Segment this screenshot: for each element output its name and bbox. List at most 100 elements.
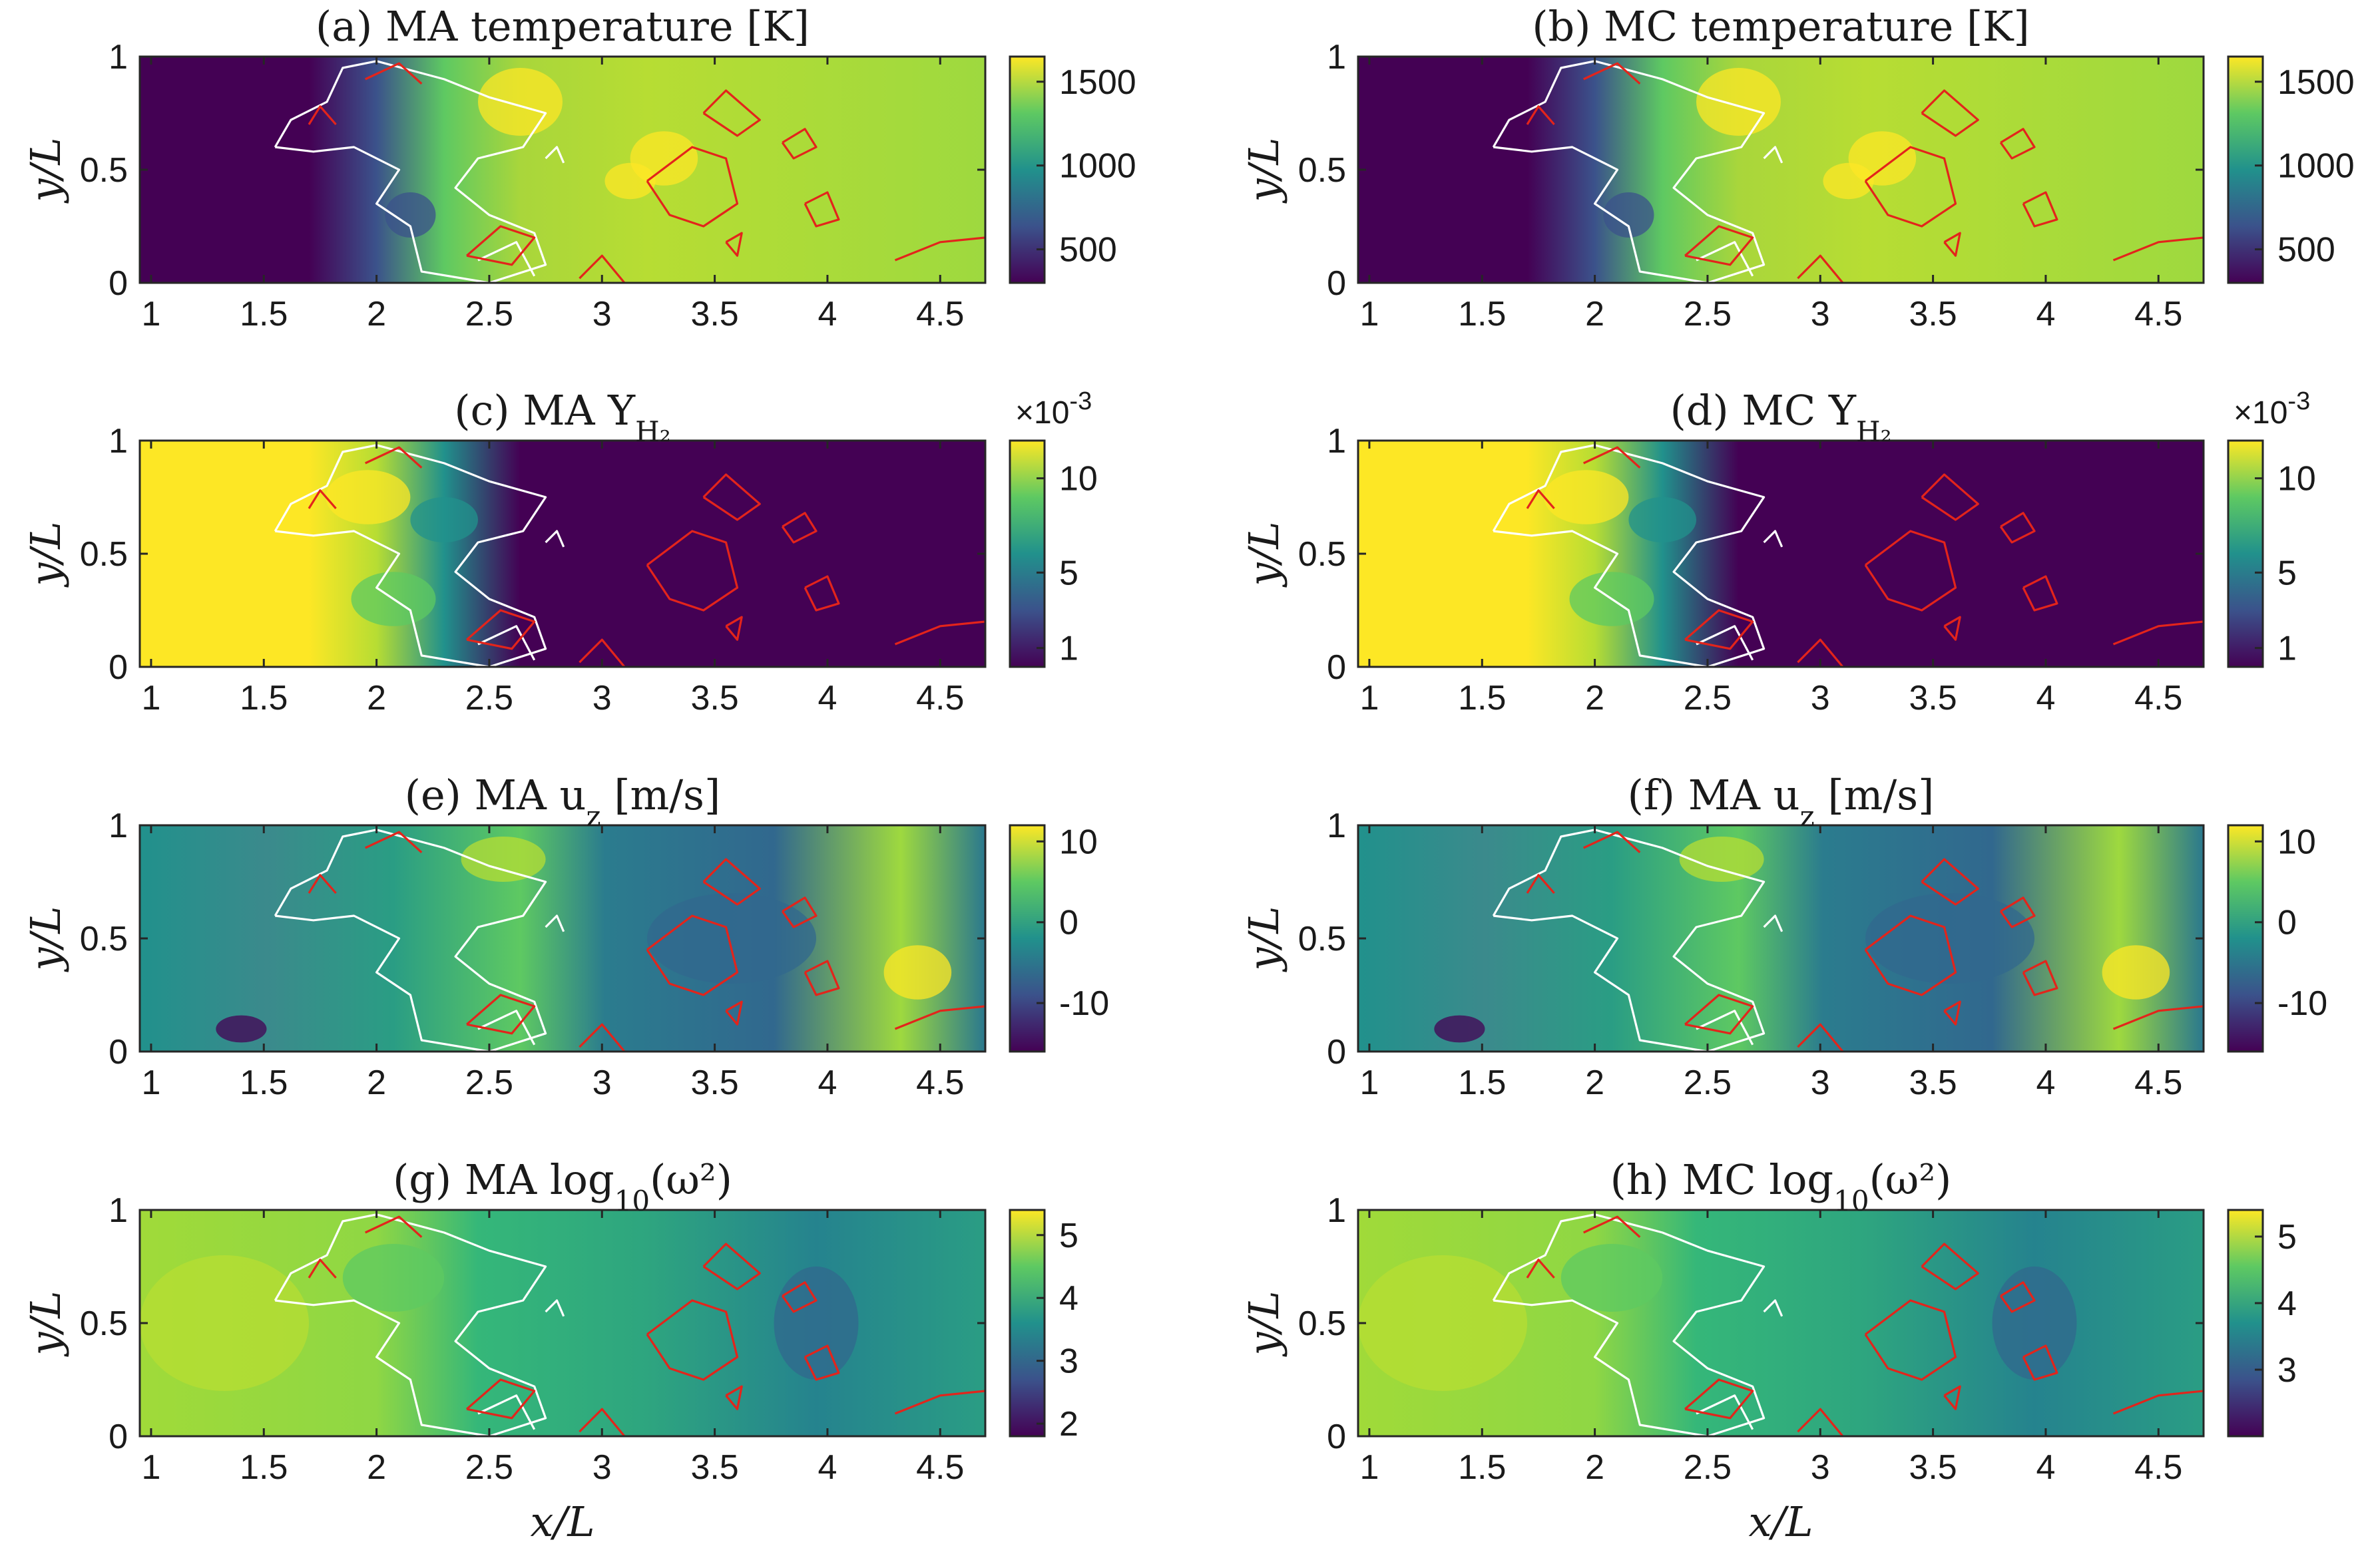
contour-red <box>1943 232 1961 257</box>
x-tick-label: 4 <box>2036 679 2055 717</box>
y-tick-label: 1 <box>109 38 128 77</box>
y-tick-label: 0.5 <box>1298 1304 1346 1343</box>
y-axis-label: y/L <box>21 906 70 972</box>
x-tick-label: 1 <box>141 679 160 717</box>
x-tick-label: 4 <box>818 295 837 333</box>
contour-red <box>781 512 818 544</box>
y-axis-label: y/L <box>21 1290 70 1357</box>
colorbar <box>2228 57 2263 283</box>
heatmap-blob <box>410 497 478 542</box>
contour-red <box>725 616 743 641</box>
panel-title: (b) MC temperature [K] <box>1532 2 2029 51</box>
contour-red <box>1864 1299 1957 1381</box>
y-tick-label: 1 <box>1327 1191 1346 1230</box>
contour-red <box>804 1344 840 1381</box>
y-tick-label: 0 <box>109 264 128 303</box>
colorbar-multiplier: ×10-3 <box>1015 387 1092 431</box>
contour-white <box>545 914 565 932</box>
contour-red <box>1943 1000 1961 1026</box>
heatmap-blob <box>1865 893 2034 984</box>
contour-red <box>2022 960 2058 996</box>
heatmap-blob <box>461 837 546 882</box>
contour-red <box>1921 1243 1979 1290</box>
heatmap-d <box>1358 441 2204 667</box>
panel-a: 1 1.5 2 2.5 3 3.5 4 4.5 0 0.5 1 y/L (a) MA temperatu… <box>21 2 1136 333</box>
heatmap-blob <box>342 1244 445 1312</box>
heatmap-field <box>1358 441 2204 667</box>
contour-red <box>466 994 536 1035</box>
panel-title: (c) MA YH₂ <box>454 386 670 448</box>
heatmap-field <box>1358 57 2204 283</box>
contour-red <box>1999 896 2036 928</box>
contour-red <box>804 960 840 996</box>
colorbar <box>2228 441 2263 667</box>
colorbar-frame <box>1009 1209 1046 1438</box>
heatmap-blob <box>1358 1255 1527 1391</box>
panel-title: (g) MA log10(ω²) <box>393 1155 732 1217</box>
contour-red <box>1526 105 1555 126</box>
y-axis-label: y/L <box>1240 137 1288 204</box>
contour-white <box>1696 1010 1754 1046</box>
contour-red <box>894 1005 985 1030</box>
contour-red <box>579 638 626 667</box>
contour-white <box>1492 829 1766 1052</box>
heatmap-g <box>140 1210 985 1436</box>
colorbar-tick-label: 1 <box>1059 630 1078 668</box>
contour-red <box>1943 1385 1961 1410</box>
colorbar <box>1010 1210 1045 1436</box>
contour-red <box>2022 191 2058 228</box>
contour-red <box>2112 236 2204 262</box>
colorbar-tick-label: 10 <box>2277 460 2316 498</box>
heatmap-blob <box>385 192 436 238</box>
contour-red <box>2112 1005 2204 1030</box>
panel-e: 1 1.5 2 2.5 3 3.5 4 4.5 0 0.5 1 y/L (e) MA uz [m/s] -… <box>21 771 1109 1102</box>
x-tick-label: 3 <box>1811 1064 1830 1102</box>
contour-red <box>702 1243 761 1290</box>
colorbar-tick-label: 1500 <box>2277 63 2355 102</box>
colorbar-multiplier: ×10-3 <box>2234 387 2310 431</box>
x-tick-label: 1.5 <box>1458 1448 1506 1487</box>
y-tick-label: 0.5 <box>80 920 128 958</box>
y-tick-label: 1 <box>109 1191 128 1230</box>
x-tick-label: 3 <box>1811 1448 1830 1487</box>
contour-red <box>702 858 761 906</box>
x-tick-label: 4.5 <box>916 295 964 333</box>
heatmap-blob <box>647 893 816 984</box>
x-tick-label: 3.5 <box>1909 1064 1957 1102</box>
contour-red <box>308 489 337 510</box>
x-tick-label: 1.5 <box>240 1448 288 1487</box>
contour-red <box>1583 831 1641 853</box>
x-tick-label: 4 <box>818 1448 837 1487</box>
y-tick-label: 0.5 <box>80 535 128 574</box>
heatmap-blob <box>1628 497 1696 542</box>
heatmap-e <box>140 825 985 1052</box>
contour-red <box>466 225 536 266</box>
x-tick-label: 3.5 <box>690 1064 738 1102</box>
contour-white <box>1492 60 1766 283</box>
x-tick-label: 4.5 <box>916 1064 964 1102</box>
x-tick-label: 3 <box>1811 679 1830 717</box>
panel-g: 1 1.5 2 2.5 3 3.5 4 4.5 0 0.5 1 y/L x/L (g) MA log10(… <box>21 1155 1078 1546</box>
colorbar-tick-label: 5 <box>1059 1217 1078 1255</box>
colorbar-frame <box>1009 55 1046 284</box>
colorbar-tick-label: 5 <box>2277 554 2297 592</box>
x-tick-label: 4.5 <box>2134 1064 2182 1102</box>
heatmap-blob <box>1560 1244 1663 1312</box>
contour-white <box>477 241 536 277</box>
y-axis-label: y/L <box>21 521 70 588</box>
panel-b: 1 1.5 2 2.5 3 3.5 4 4.5 0 0.5 1 y/L (b) MC temperatu… <box>1240 2 2355 333</box>
contour-white <box>477 1394 536 1430</box>
colorbar-tick-label: 1000 <box>2277 147 2355 186</box>
contour-red <box>1583 1215 1641 1238</box>
colorbar-frame <box>2227 55 2264 284</box>
contour-red <box>1526 1259 1555 1279</box>
heatmap-blob <box>774 1267 859 1380</box>
contour-red <box>1921 89 1979 137</box>
contour-red <box>1943 616 1961 641</box>
contour-red <box>308 105 337 126</box>
x-axis-label: x/L <box>1748 1497 1813 1546</box>
contour-red <box>1797 254 1844 283</box>
colorbar-frame <box>2227 1209 2264 1438</box>
colorbar-tick-label: 10 <box>1059 460 1098 498</box>
x-tick-label: 3.5 <box>690 295 738 333</box>
